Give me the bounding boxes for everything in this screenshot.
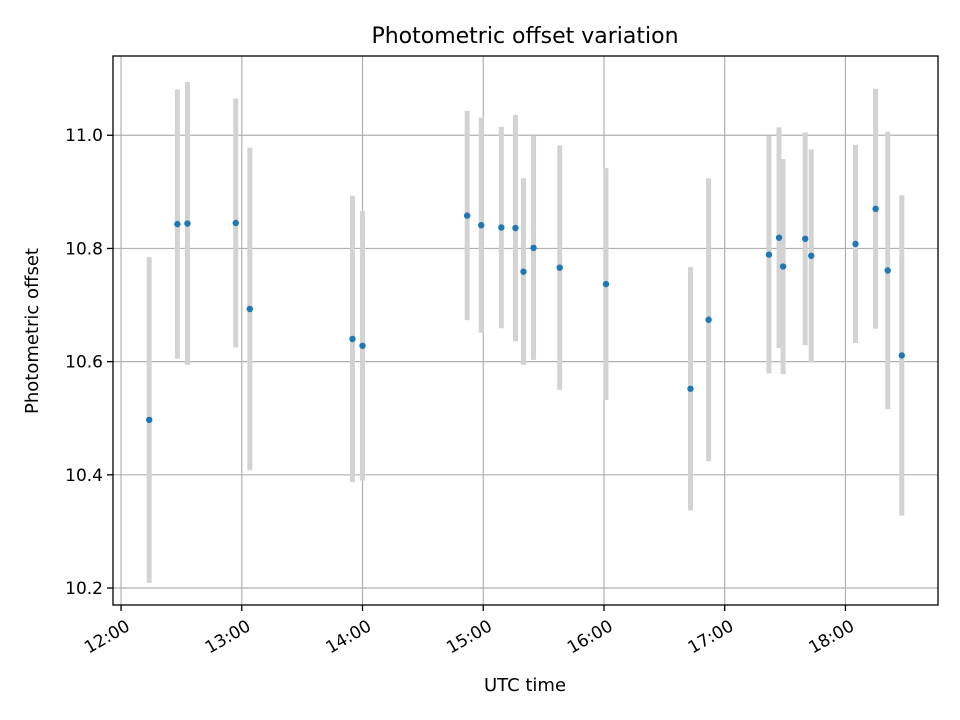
x-tick-label: 16:00	[564, 616, 616, 658]
data-point	[852, 240, 859, 248]
y-axis-label: Photometric offset	[22, 248, 43, 414]
data-point	[530, 244, 537, 252]
data-point	[801, 235, 809, 243]
data-point	[884, 267, 891, 274]
x-tick-label: 13:00	[202, 616, 254, 658]
data-point	[174, 220, 181, 228]
data-point	[232, 219, 239, 227]
x-axis-label: UTC time	[484, 675, 566, 696]
data-point	[687, 385, 694, 392]
data-point	[349, 335, 356, 343]
y-tick-label: 10.2	[65, 579, 103, 599]
data-point	[898, 352, 905, 359]
axis-ticks: 12:00 13:00 14:00 15:00 16:00 17:00 18:00 10.2 1…	[65, 126, 858, 658]
plot-frame	[112, 55, 939, 606]
y-tick-label: 10.6	[65, 353, 103, 373]
data-point	[498, 224, 505, 231]
data-point	[512, 224, 519, 232]
data-point	[775, 234, 783, 241]
error-bars	[146, 82, 905, 583]
data-point	[246, 305, 254, 313]
data-point	[602, 280, 610, 288]
data-point	[184, 220, 191, 227]
x-tick-label: 14:00	[323, 616, 375, 658]
x-tick-label: 15:00	[443, 616, 495, 658]
x-tick-label: 17:00	[685, 616, 737, 658]
data-point	[520, 268, 527, 275]
y-tick-label: 10.8	[65, 239, 103, 259]
data-point	[478, 222, 485, 229]
data-point	[146, 416, 153, 424]
data-point	[556, 264, 563, 271]
data-point	[779, 263, 787, 270]
data-point	[359, 342, 366, 349]
data-point	[872, 205, 879, 213]
x-tick-label: 12:00	[81, 616, 133, 658]
y-tick-label: 11.0	[65, 126, 103, 146]
data-point	[765, 251, 773, 258]
data-point	[463, 212, 471, 219]
data-point	[808, 252, 815, 259]
y-tick-label: 10.4	[65, 466, 103, 486]
x-tick-label: 18:00	[806, 616, 858, 658]
data-point	[705, 316, 712, 323]
data-points	[146, 205, 905, 424]
chart-title: Photometric offset variation	[371, 24, 678, 49]
